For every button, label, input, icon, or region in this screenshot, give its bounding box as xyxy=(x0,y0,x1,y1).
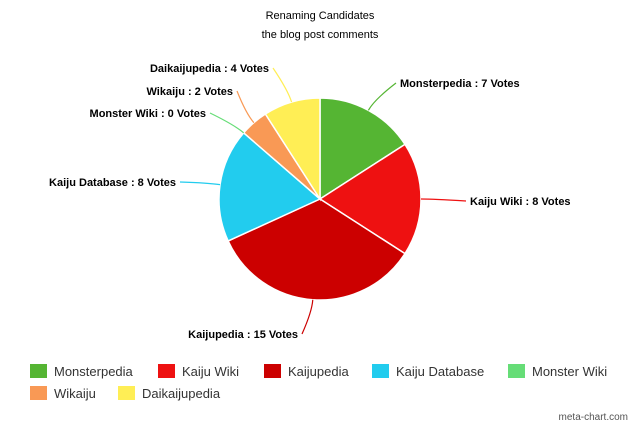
legend-item-kaiju-wiki: Kaiju Wiki xyxy=(158,364,239,379)
legend-swatch-daikaijupedia xyxy=(118,386,135,400)
data-label-kaiju-wiki: Kaiju Wiki : 8 Votes xyxy=(470,196,571,208)
legend-item-kaijupedia: Kaijupedia xyxy=(264,364,349,379)
legend-item-kaiju-database: Kaiju Database xyxy=(372,364,484,379)
legend-label-kaijupedia: Kaijupedia xyxy=(288,364,349,379)
legend-item-monsterpedia: Monsterpedia xyxy=(30,364,134,379)
leader-line-wikaiju xyxy=(236,90,255,124)
legend-item-monster-wiki: Monster Wiki xyxy=(508,364,607,379)
legend-label-kaiju-wiki: Kaiju Wiki xyxy=(182,364,239,379)
pie-slice-monsterpedia xyxy=(319,97,407,201)
data-label-wikaiju: Wikaiju : 2 Votes xyxy=(147,86,234,98)
data-label-monster-wiki: Monster Wiki : 0 Votes xyxy=(90,108,206,120)
legend-swatch-kaiju-wiki xyxy=(158,364,175,378)
legend-item-daikaijupedia: Daikaijupedia xyxy=(118,386,221,401)
legend-label-kaiju-database: Kaiju Database xyxy=(396,364,484,379)
legend-swatch-kaijupedia xyxy=(264,364,281,378)
legend-swatch-wikaiju xyxy=(30,386,47,400)
leader-line-monsterpedia xyxy=(367,82,397,111)
legend: Monsterpedia Kaiju Wiki Kaijupedia Kaiju Da… xyxy=(30,364,607,401)
pie-slice-daikaijupedia xyxy=(264,97,321,202)
legend-label-wikaiju: Wikaiju xyxy=(54,386,96,401)
leader-line-monster-wiki xyxy=(209,112,245,134)
slice-callouts: Monsterpedia : 7 Votes Kaiju Wiki : 8 Vot… xyxy=(49,63,571,341)
legend-swatch-monsterpedia xyxy=(30,364,47,378)
leader-line-kaijupedia xyxy=(301,299,314,335)
chart-title: Renaming Candidates xyxy=(266,10,375,22)
data-label-monsterpedia: Monsterpedia : 7 Votes xyxy=(400,78,520,90)
leader-line-kaiju-database xyxy=(179,181,221,186)
leader-line-kaiju-wiki xyxy=(420,198,467,202)
data-label-daikaijupedia: Daikaijupedia : 4 Votes xyxy=(150,63,269,75)
pie-slices xyxy=(218,97,422,301)
legend-label-daikaijupedia: Daikaijupedia xyxy=(142,386,221,401)
watermark: meta-chart.com xyxy=(559,412,628,423)
data-label-kaijupedia: Kaijupedia : 15 Votes xyxy=(188,329,298,341)
legend-swatch-monster-wiki xyxy=(508,364,525,378)
data-label-kaiju-database: Kaiju Database : 8 Votes xyxy=(49,177,176,189)
legend-label-monsterpedia: Monsterpedia xyxy=(54,364,134,379)
legend-item-wikaiju: Wikaiju xyxy=(30,386,96,401)
chart-subtitle: the blog post comments xyxy=(262,29,379,41)
legend-label-monster-wiki: Monster Wiki xyxy=(532,364,607,379)
leader-line-daikaijupedia xyxy=(272,67,293,103)
legend-swatch-kaiju-database xyxy=(372,364,389,378)
